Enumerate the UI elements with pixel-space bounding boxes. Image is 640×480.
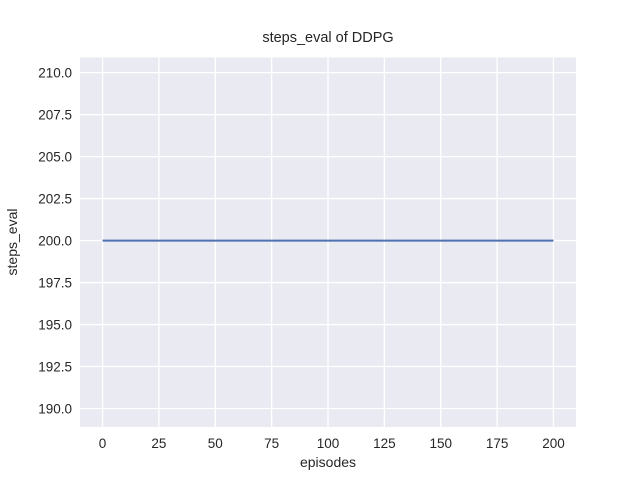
x-tick-label: 0 bbox=[98, 436, 107, 451]
x-tick-label: 175 bbox=[485, 436, 509, 451]
x-tick-label: 25 bbox=[151, 436, 167, 451]
x-tick-label: 125 bbox=[373, 436, 396, 451]
y-tick-label: 202.5 bbox=[38, 191, 72, 207]
x-tick-label: 75 bbox=[264, 436, 280, 451]
y-tick-label: 192.5 bbox=[38, 359, 72, 375]
y-tick-label: 207.5 bbox=[38, 107, 72, 123]
x-tick-label: 50 bbox=[207, 436, 223, 451]
y-tick-label: 200.0 bbox=[38, 233, 72, 249]
chart-title: steps_eval of DDPG bbox=[262, 30, 394, 46]
y-tick-label: 190.0 bbox=[38, 401, 72, 417]
x-tick-label: 100 bbox=[316, 436, 340, 451]
x-axis-label: episodes bbox=[299, 454, 357, 470]
x-tick-label: 150 bbox=[429, 436, 452, 451]
y-tick-label: 195.0 bbox=[38, 317, 72, 333]
x-tick-label: 200 bbox=[542, 436, 565, 451]
y-tick-label: 210.0 bbox=[38, 65, 72, 81]
y-tick-label: 197.5 bbox=[38, 275, 72, 291]
y-tick-label: 205.0 bbox=[38, 149, 72, 165]
